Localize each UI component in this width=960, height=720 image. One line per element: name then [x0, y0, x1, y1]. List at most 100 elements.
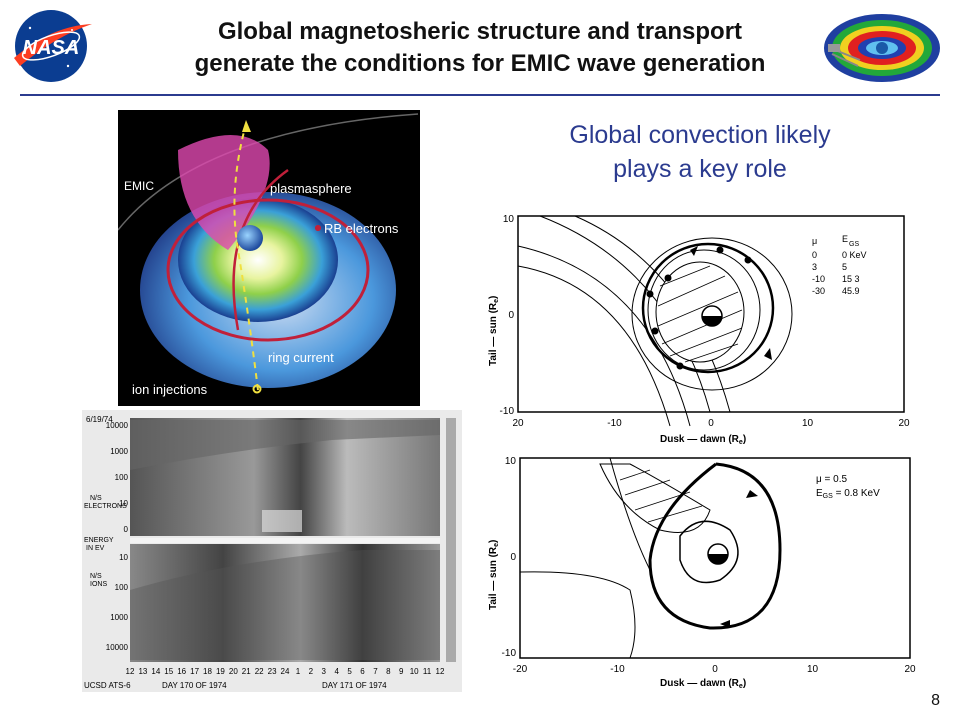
label-ion-injections: ion injections	[132, 382, 208, 397]
spectrogram-bottom-tick-label: 10000	[106, 643, 129, 652]
label-plasmasphere: plasmasphere	[270, 181, 352, 196]
convection-plot-bottom: -20 -10 0 10 20 10 0 -10 Dusk — dawn (Re) Tail…	[480, 450, 916, 690]
spectrogram-bottom-tick-label: 100	[115, 583, 129, 592]
top-plot-xlabel: Dusk — dawn (Re)	[660, 434, 746, 446]
subtitle-line-1: Global convection likely	[569, 121, 831, 149]
convection-plot-top: 20 -10 0 10 20 10 0 -10 Dusk — dawn (Re) Tail …	[480, 206, 916, 446]
slide-title: Global magnetosheric structure and trans…	[70, 16, 890, 80]
bottom-plot-x-tick-label: -10	[610, 664, 625, 675]
title-rule	[20, 94, 940, 96]
spectrogram-top-tick-label: 1000	[110, 447, 128, 456]
electrons-label-1: N/S	[90, 495, 102, 502]
spectrogram-hour-label: 4	[334, 667, 339, 676]
spectrogram-hour-label: 12	[436, 667, 445, 676]
top-plot-legend-egs: 5	[842, 262, 847, 272]
spectrogram-date: 6/19/74	[86, 415, 113, 424]
bottom-plot-x-tick-label: -20	[513, 664, 528, 675]
spectrogram-hour-label: 1	[296, 667, 301, 676]
bottom-plot-legend: μ = 0.5 EGS = 0.8 KeV	[816, 474, 880, 500]
nasa-logo-text: NASA	[23, 37, 80, 59]
spectrogram-bottom-tick-label: 1000	[110, 613, 128, 622]
spectrogram-top-tick-label: 100	[115, 473, 129, 482]
top-plot-legend-mu: -10	[812, 274, 825, 284]
top-plot-x-tick-label: 0	[708, 418, 714, 429]
top-plot-x-tick-label: 10	[802, 418, 814, 429]
spectrogram-bottom-tick-label: 10	[119, 553, 128, 562]
top-plot-legend-mu: 3	[812, 262, 817, 272]
bottom-plot-y-tick-label: 10	[505, 456, 517, 467]
top-plot-x-tick-label: 20	[512, 418, 524, 429]
svg-text:E: E	[842, 234, 848, 244]
energy-label-1: ENERGY	[84, 537, 114, 544]
label-emic: EMIC	[124, 179, 154, 193]
spectrogram-hour-label: 3	[322, 667, 327, 676]
spectrogram-hour-label: 9	[399, 667, 404, 676]
top-plot-legend: μ E GS 0 0 KeV 3 5 -10 15 3 -30 45.9	[812, 234, 867, 296]
bottom-plot-x-tick-label: 10	[807, 664, 819, 675]
subtitle: Global convection likely plays a key rol…	[520, 118, 880, 186]
title-line-2: generate the conditions for EMIC wave ge…	[194, 50, 766, 77]
spectrogram-hour-label: 10	[410, 667, 419, 676]
bottom-plot-x-ticks: -20 -10 0 10 20	[513, 664, 916, 675]
spectrogram-hour-label: 19	[216, 667, 225, 676]
spectrogram-hour-label: 5	[347, 667, 352, 676]
top-plot-y-tick-label: 10	[503, 214, 515, 225]
spectrogram: 6/19/74 N/S ELECTRONS ENERGY IN EV N/S I…	[82, 410, 462, 692]
spectrogram-hour-label: 23	[268, 667, 277, 676]
spectrogram-hour-label: 13	[138, 667, 147, 676]
top-plot-x-tick-label: -10	[607, 418, 622, 429]
top-plot-y-ticks: 10 0 -10	[500, 214, 515, 417]
svg-text:μ: μ	[812, 236, 817, 246]
ions-label-1: N/S	[90, 573, 102, 580]
nasa-logo: NASA	[14, 10, 92, 82]
spectrogram-hour-label: 2	[309, 667, 314, 676]
spectrogram-hour-label: 15	[164, 667, 173, 676]
top-plot-ylabel: Tail — sun (Re)	[488, 296, 500, 366]
svg-text:GS: GS	[849, 241, 859, 248]
spectrogram-bottom-ticks: 10 100 1000 10000	[106, 553, 129, 652]
svg-text:μ = 0.5: μ = 0.5	[816, 474, 847, 485]
spectrogram-day1: DAY 170 OF 1974	[162, 681, 227, 690]
spectrogram-hour-label: 24	[281, 667, 290, 676]
spectrogram-hour-label: 11	[423, 667, 432, 676]
svg-text:EGS = 0.8 KeV: EGS = 0.8 KeV	[816, 488, 880, 500]
spectrogram-top-tick-label: 0	[124, 525, 129, 534]
spectrogram-hour-label: 7	[373, 667, 378, 676]
spectrogram-source: UCSD ATS-6	[84, 681, 131, 690]
spectrogram-hour-label: 21	[242, 667, 251, 676]
top-plot-legend-egs: 45.9	[842, 286, 860, 296]
spectrogram-hour-label: 20	[229, 667, 238, 676]
bottom-plot-y-ticks: 10 0 -10	[502, 456, 517, 659]
ions-label-2: IONS	[90, 581, 107, 588]
radiation-belt-logo	[824, 14, 940, 82]
top-plot-legend-mu: 0	[812, 250, 817, 260]
spectrogram-hour-label: 16	[177, 667, 186, 676]
spectrogram-hour-label: 8	[386, 667, 391, 676]
bottom-plot-xlabel: Dusk — dawn (Re)	[660, 678, 746, 690]
top-plot-y-tick-label: -10	[500, 406, 515, 417]
bottom-plot-ylabel: Tail — sun (Re)	[488, 540, 500, 610]
top-plot-y-tick-label: 0	[508, 310, 514, 321]
top-plot-legend-egs: 0 KeV	[842, 250, 867, 260]
spectrogram-top-tick-label: 10	[119, 499, 128, 508]
magnetosphere-illustration: EMIC plasmasphere RB electrons ring curr…	[118, 110, 420, 406]
bottom-plot-x-tick-label: 20	[904, 664, 916, 675]
energy-label-2: IN EV	[86, 545, 105, 552]
page-number: 8	[931, 692, 940, 709]
bottom-plot-x-tick-label: 0	[712, 664, 718, 675]
spectrogram-hour-label: 17	[190, 667, 199, 676]
bottom-plot-y-tick-label: 0	[510, 552, 516, 563]
bottom-plot-y-tick-label: -10	[502, 648, 517, 659]
electrons-label-2: ELECTRONS	[84, 503, 127, 510]
top-plot-x-ticks: 20 -10 0 10 20	[512, 418, 910, 429]
top-plot-legend-mu: -30	[812, 286, 825, 296]
spectrogram-hour-labels: 12 13 14 15 16 17 18 19 20 21 22 23 24 1 2 3 4 5 6 7 8 9 10 11 1…	[126, 667, 445, 676]
spectrogram-hour-label: 22	[255, 667, 264, 676]
top-plot-x-tick-label: 20	[898, 418, 910, 429]
title-line-1: Global magnetosheric structure and trans…	[217, 18, 743, 45]
label-rb-electrons: RB electrons	[324, 221, 399, 236]
spectrogram-day2: DAY 171 OF 1974	[322, 681, 387, 690]
top-plot-legend-egs: 15 3	[842, 274, 860, 284]
spectrogram-hour-label: 18	[203, 667, 212, 676]
